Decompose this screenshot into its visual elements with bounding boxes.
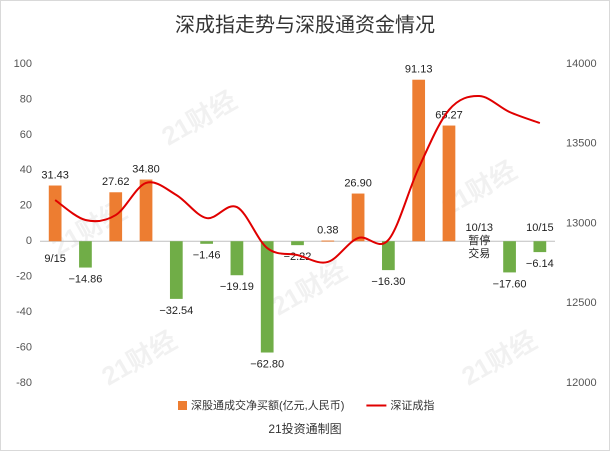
y2-tick-label: 12500 <box>566 297 597 309</box>
bar <box>109 192 123 242</box>
value-label: −1.46 <box>193 250 221 262</box>
value-label: −16.30 <box>371 276 405 288</box>
value-label: −6.14 <box>526 258 554 270</box>
x-tick-label: 9/15 <box>44 253 65 265</box>
value-label: 31.43 <box>41 169 69 181</box>
bar <box>503 241 516 273</box>
value-label: −14.86 <box>68 273 102 285</box>
bar <box>533 241 547 253</box>
legend-label: 深证成指 <box>390 398 434 412</box>
value-label: 0.38 <box>317 224 338 236</box>
y-tick-label: 100 <box>14 58 32 70</box>
y-tick-label: 40 <box>20 164 32 176</box>
bar <box>230 241 244 276</box>
y2-tick-label: 12000 <box>566 377 597 389</box>
legend-label: 深股通成交净买额(亿元,人民币) <box>191 398 344 412</box>
y2-tick-label: 13500 <box>566 138 597 150</box>
bar <box>260 241 274 353</box>
value-label: −19.19 <box>220 281 254 293</box>
bar <box>169 241 183 299</box>
y2-tick-label: 13000 <box>566 217 597 229</box>
y-tick-label: 20 <box>20 200 32 212</box>
bar <box>79 241 92 268</box>
annotation: 暂停 <box>468 233 490 247</box>
source: 21投资通制图 <box>268 421 341 436</box>
bar <box>412 79 426 242</box>
value-label: −2.22 <box>284 251 312 263</box>
y2-tick-label: 14000 <box>566 58 597 70</box>
value-label: −62.80 <box>250 358 284 370</box>
bar <box>321 240 335 242</box>
bar <box>382 241 395 271</box>
y-tick-label: 0 <box>26 235 32 247</box>
bar <box>351 193 365 242</box>
annotation: 10/13 <box>465 222 493 234</box>
y-tick-label: -20 <box>16 271 32 283</box>
value-label: 26.90 <box>344 177 372 189</box>
value-label: −32.54 <box>159 305 193 317</box>
bar <box>139 179 153 242</box>
y-tick-label: -80 <box>16 377 32 389</box>
y-tick-label: 80 <box>20 93 32 105</box>
y-tick-label: -40 <box>16 306 32 318</box>
value-label: 27.62 <box>102 176 130 188</box>
y-tick-label: 60 <box>20 129 32 141</box>
bar <box>442 125 456 242</box>
bar <box>48 185 62 242</box>
chart-title: 深成指走势与深股通资金情况 <box>175 13 435 36</box>
bar <box>200 241 213 244</box>
legend-swatch <box>178 401 187 410</box>
line <box>54 95 541 264</box>
y-tick-label: -60 <box>16 341 32 353</box>
x-tick-label: 10/15 <box>526 222 554 234</box>
value-label: 91.13 <box>405 64 433 76</box>
bar <box>291 241 304 246</box>
value-label: 34.80 <box>132 163 160 175</box>
value-label: −17.60 <box>493 278 527 290</box>
annotation: 交易 <box>468 246 490 260</box>
